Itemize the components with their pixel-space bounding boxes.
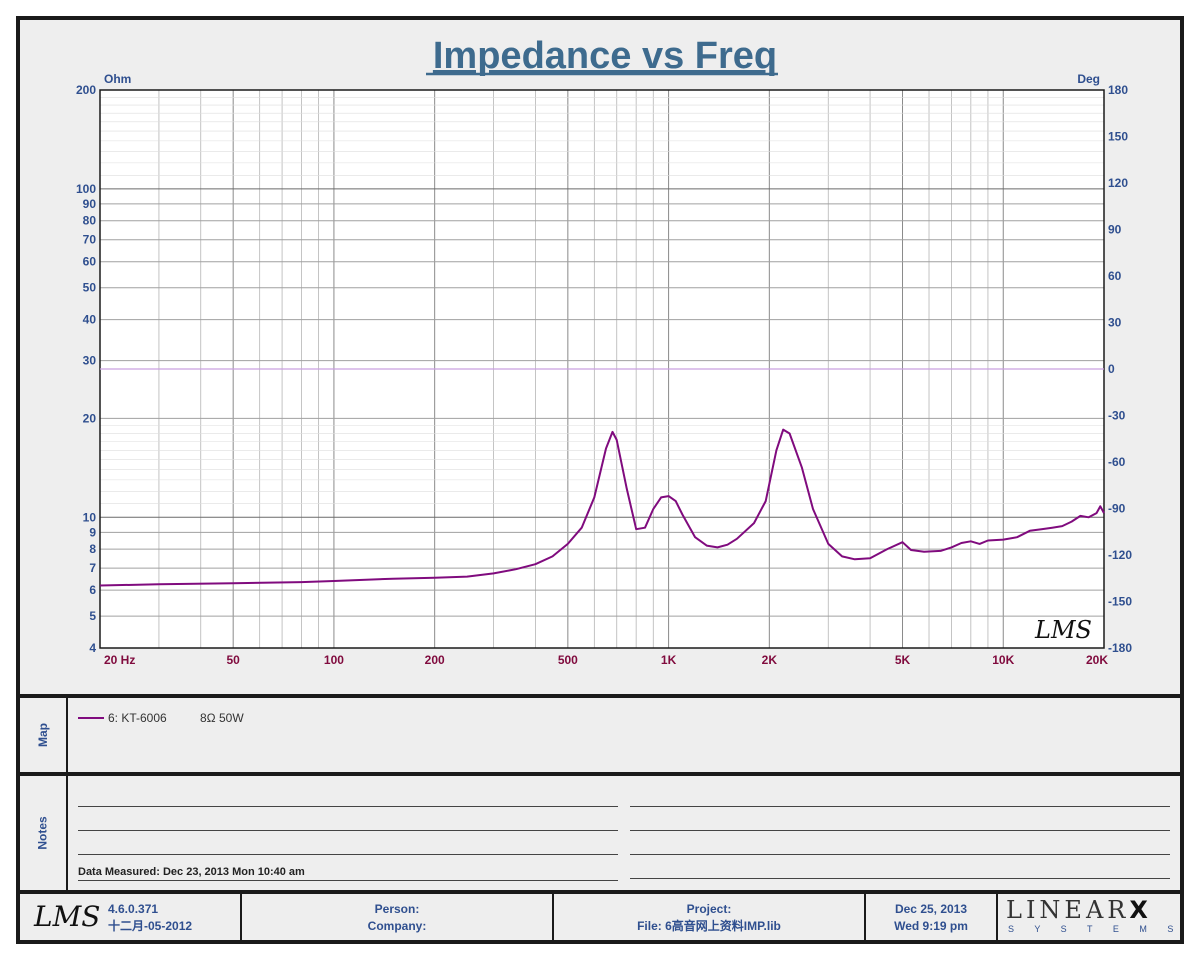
report-time: Wed 9:19 pm [894, 919, 968, 933]
y-tick-label: 20 [83, 411, 97, 425]
report-frame: Impedance vs Freq Ohm Deg 4 5 6 7 8 9 10 20 30 40 50 6… [16, 16, 1184, 944]
note-line [78, 806, 618, 807]
left-axis-unit: Ohm [104, 72, 131, 86]
y2-tick-label: -150 [1108, 595, 1132, 609]
y2-tick-label: 120 [1108, 176, 1128, 190]
right-axis-unit: Deg [1077, 72, 1100, 86]
impedance-curve [99, 428, 1105, 587]
map-panel: Map 6: KT-6006 8Ω 50W [20, 698, 1180, 772]
note-line [630, 806, 1170, 807]
y2-tick-label: 60 [1108, 269, 1122, 283]
y-tick-label: 90 [83, 197, 97, 211]
y-tick-label: 60 [83, 255, 97, 269]
x-tick-label: 5K [895, 653, 911, 667]
note-line [78, 830, 618, 831]
y2-tick-label: -180 [1108, 641, 1132, 655]
notes-label: Notes [36, 816, 50, 850]
x-tick-label: 50 [226, 653, 240, 667]
y-tick-label: 40 [83, 313, 97, 327]
software-version: 4.6.0.371 [108, 902, 159, 916]
report-date: Dec 25, 2013 [894, 902, 968, 916]
y2-tick-label: 30 [1108, 316, 1122, 330]
x-tick-label: 200 [425, 653, 445, 667]
y-tick-label: 9 [89, 525, 96, 539]
y-tick-label: 100 [76, 182, 96, 196]
y2-tick-label: -90 [1108, 502, 1126, 516]
separator [20, 694, 1180, 698]
note-line [630, 830, 1170, 831]
file-label: File: 6高音网上资料IMP.lib [637, 919, 781, 933]
footer-version-cell: LMS 4.6.0.371 十二月-05-2012 [20, 894, 242, 940]
y-tick-label: 70 [83, 233, 97, 247]
chart-panel: Impedance vs Freq Ohm Deg 4 5 6 7 8 9 10 20 30 40 50 6… [20, 20, 1180, 694]
x-tick-label: 1K [661, 653, 677, 667]
person-label: Person: [374, 902, 420, 916]
x-tick-label: 500 [558, 653, 578, 667]
y-tick-label: 10 [83, 510, 97, 524]
y2-tick-label: 150 [1108, 130, 1128, 144]
y-tick-label: 50 [83, 281, 97, 295]
y2-tick-label: -30 [1108, 409, 1126, 423]
legend-series-label: 6: KT-6006 [108, 711, 167, 725]
data-measured-note: Data Measured: Dec 23, 2013 Mon 10:40 am [78, 866, 305, 878]
project-label: Project: [686, 902, 732, 916]
notes-label-cell: Notes [20, 776, 68, 890]
x-tick-label: 100 [324, 653, 344, 667]
y2-tick-label: 0 [1108, 362, 1115, 376]
y2-tick-label: -120 [1108, 548, 1132, 562]
y-tick-label: 5 [89, 609, 96, 623]
legend-swatch [78, 717, 104, 719]
y-tick-label: 30 [83, 354, 97, 368]
y2-tick-label: 90 [1108, 223, 1122, 237]
separator [20, 890, 1180, 894]
y-tick-label: 7 [89, 561, 96, 575]
y-tick-label: 6 [89, 583, 96, 597]
notes-panel: Notes Data Measured: Dec 23, 2013 Mon 10… [20, 776, 1180, 890]
brand-cell: LINEARX S Y S T E M S [998, 894, 1180, 940]
note-line [78, 880, 618, 881]
footer-date-cell: Dec 25, 2013 Wed 9:19 pm [866, 894, 998, 940]
y-tick-label: 200 [76, 83, 96, 97]
impedance-chart: Impedance vs Freq Ohm Deg 4 5 6 7 8 910 20 30 40 50 6… [76, 35, 1132, 667]
lms-watermark: LMS [1034, 616, 1092, 644]
legend-spec: 8Ω 50W [200, 711, 244, 725]
y2-tick-label: 180 [1108, 83, 1128, 97]
y2-tick-label: -60 [1108, 455, 1126, 469]
footer: LMS 4.6.0.371 十二月-05-2012 Person: Compan… [20, 894, 1180, 940]
footer-person-cell: Person: Company: [242, 894, 554, 940]
x-tick-label: 20 Hz [104, 653, 135, 667]
separator [20, 772, 1180, 776]
company-label: Company: [367, 919, 427, 933]
x-tick-label: 20K [1086, 653, 1108, 667]
x-tick-label: 2K [762, 653, 778, 667]
y-tick-label: 4 [89, 641, 96, 655]
map-label: Map [36, 723, 50, 747]
build-date: 十二月-05-2012 [108, 919, 193, 933]
brand-name: LINEAR [1006, 896, 1130, 924]
note-line [78, 854, 618, 855]
y-tick-label: 8 [89, 542, 96, 556]
lms-logo: LMS [34, 900, 101, 933]
note-line [630, 878, 1170, 879]
y-tick-label: 80 [83, 214, 97, 228]
brand-x-logo: X [1129, 896, 1152, 924]
map-label-cell: Map [20, 698, 68, 772]
x-tick-label: 10K [992, 653, 1014, 667]
footer-project-cell: Project: File: 6高音网上资料IMP.lib [554, 894, 866, 940]
chart-title: Impedance vs Freq [433, 35, 777, 77]
brand-subtitle: S Y S T E M S [1008, 924, 1183, 934]
note-line [630, 854, 1170, 855]
